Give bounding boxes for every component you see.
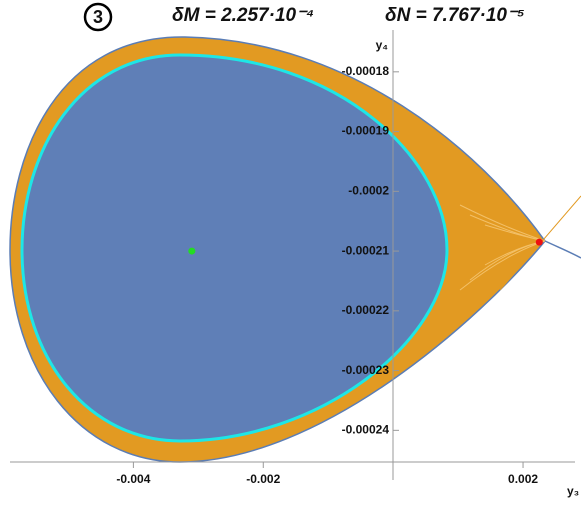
y-tick-label: -0.00021 bbox=[342, 243, 390, 257]
x-axis-label: y₃ bbox=[567, 484, 579, 498]
separatrix bbox=[544, 240, 581, 259]
y-tick-label: -0.00024 bbox=[342, 423, 390, 437]
y-axis-label: y₄ bbox=[376, 38, 389, 52]
center-point bbox=[188, 247, 196, 255]
saddle-point bbox=[535, 238, 543, 246]
y-tick-label: -0.00022 bbox=[342, 303, 390, 317]
y-tick-label: -0.00019 bbox=[342, 124, 390, 138]
y-tick-label: -0.0002 bbox=[348, 183, 389, 197]
title-dn: δN = 7.767·10⁻⁵ bbox=[385, 5, 525, 26]
panel-label: 3 bbox=[93, 7, 103, 27]
panel-circle bbox=[83, 2, 113, 32]
title-dm: δM = 2.257·10⁻⁴ bbox=[172, 5, 314, 26]
x-tick-label: -0.004 bbox=[116, 472, 150, 486]
striation bbox=[484, 224, 546, 266]
y-tick-label: -0.00018 bbox=[342, 64, 390, 78]
x-tick-label: -0.002 bbox=[246, 472, 280, 486]
x-tick-label: 0.002 bbox=[508, 472, 538, 486]
inner-region bbox=[20, 53, 449, 443]
y-tick-label: -0.00023 bbox=[342, 363, 390, 377]
regions bbox=[9, 36, 581, 463]
